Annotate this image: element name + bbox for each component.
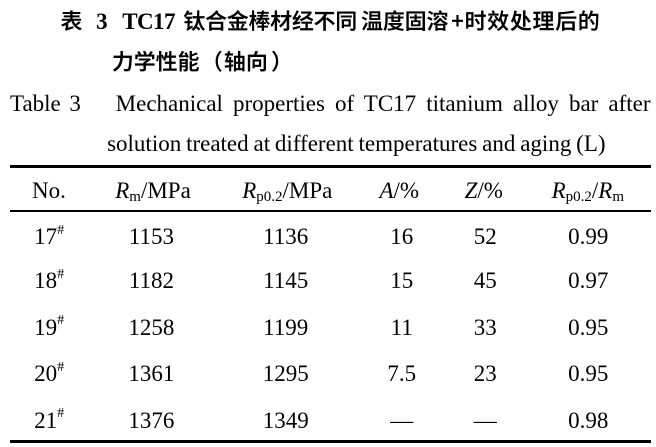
svg-text:TC17: TC17 [122,9,175,34]
svg-text:3: 3 [96,9,108,34]
